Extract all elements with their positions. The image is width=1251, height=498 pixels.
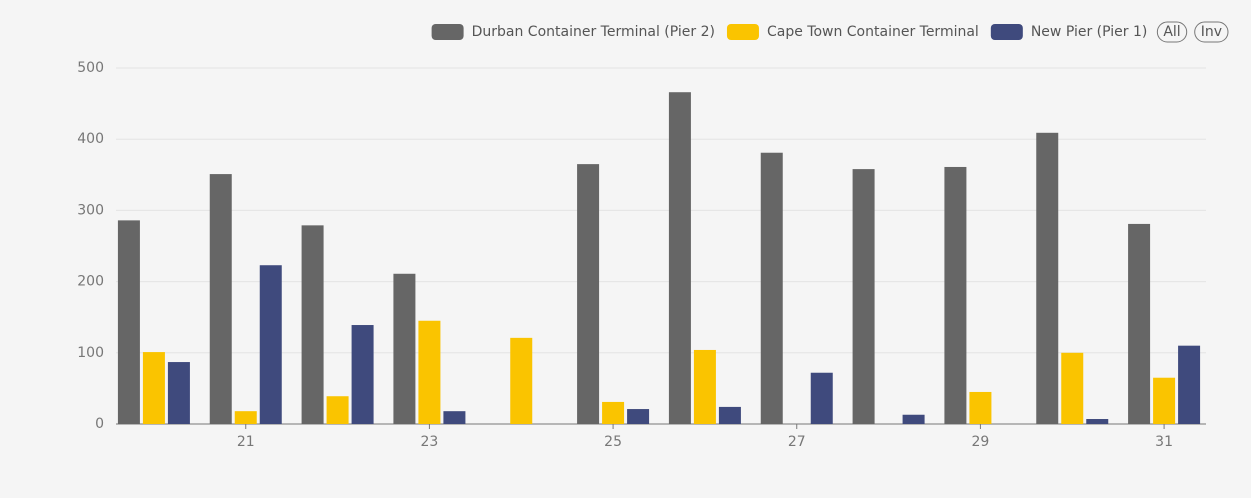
bar bbox=[1153, 377, 1176, 424]
legend-button-label[interactable]: All bbox=[1163, 24, 1180, 40]
y-tick-label: 100 bbox=[77, 345, 104, 361]
bar bbox=[234, 411, 257, 424]
bar bbox=[209, 174, 232, 424]
x-tick-label: 21 bbox=[237, 434, 255, 450]
bar bbox=[969, 391, 992, 424]
y-tick-label: 300 bbox=[77, 202, 104, 218]
bar bbox=[443, 411, 466, 424]
legend-swatch[interactable] bbox=[431, 24, 464, 40]
x-tick-label: 23 bbox=[421, 434, 439, 450]
bar bbox=[259, 265, 282, 424]
legend-swatch[interactable] bbox=[990, 24, 1023, 40]
bar bbox=[902, 414, 925, 424]
y-tick-label: 0 bbox=[95, 416, 104, 432]
bar bbox=[1128, 223, 1151, 424]
legend-button-label[interactable]: Inv bbox=[1201, 24, 1222, 40]
bar bbox=[1086, 419, 1109, 424]
bar bbox=[351, 325, 374, 424]
bar bbox=[301, 225, 324, 424]
bar bbox=[693, 349, 716, 424]
bar bbox=[1061, 352, 1084, 424]
bar bbox=[393, 273, 416, 424]
bar bbox=[117, 220, 140, 424]
bar bbox=[326, 396, 349, 424]
x-tick-label: 31 bbox=[1155, 434, 1173, 450]
bar bbox=[167, 362, 190, 424]
bar bbox=[1178, 345, 1201, 424]
x-tick-label: 29 bbox=[972, 434, 990, 450]
x-tick-label: 25 bbox=[604, 434, 622, 450]
y-tick-label: 400 bbox=[77, 131, 104, 147]
x-tick-label: 27 bbox=[788, 434, 806, 450]
bar bbox=[718, 406, 741, 424]
bar bbox=[602, 401, 625, 424]
legend-label[interactable]: Cape Town Container Terminal bbox=[767, 24, 979, 40]
legend-button[interactable] bbox=[1156, 21, 1188, 43]
y-tick-label: 500 bbox=[77, 60, 104, 76]
bar bbox=[944, 166, 967, 424]
bar bbox=[1036, 132, 1059, 425]
bar bbox=[627, 409, 650, 424]
bar bbox=[418, 320, 441, 424]
legend-swatch[interactable] bbox=[726, 24, 759, 40]
bar bbox=[760, 152, 783, 424]
legend-label[interactable]: New Pier (Pier 1) bbox=[1031, 24, 1148, 40]
bar bbox=[142, 352, 165, 424]
bar bbox=[852, 169, 875, 424]
y-tick-label: 200 bbox=[77, 274, 104, 290]
bar bbox=[510, 337, 533, 424]
bar bbox=[810, 372, 833, 424]
legend-button[interactable] bbox=[1194, 21, 1229, 43]
legend-label[interactable]: Durban Container Terminal (Pier 2) bbox=[472, 24, 715, 40]
bar bbox=[668, 92, 691, 424]
bar bbox=[577, 164, 600, 424]
